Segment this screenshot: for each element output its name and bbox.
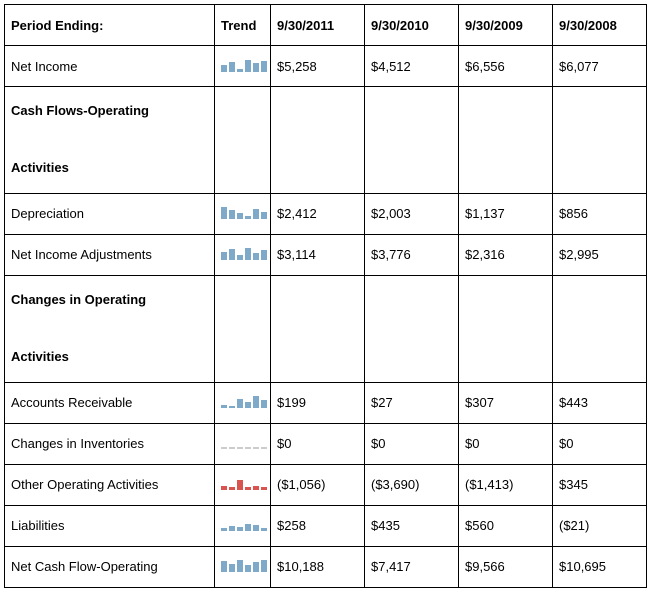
trend-cell <box>215 505 271 546</box>
row-label: Depreciation <box>5 193 215 234</box>
value-cell: ($1,413) <box>459 464 553 505</box>
value-cell: $2,995 <box>553 234 647 275</box>
value-cell: $2,316 <box>459 234 553 275</box>
sparkbars-icon <box>221 58 267 72</box>
value-cell: $10,188 <box>271 546 365 587</box>
value-cell: $7,417 <box>365 546 459 587</box>
empty-cell <box>271 87 365 194</box>
value-cell: $6,556 <box>459 46 553 87</box>
row-label: Changes in Inventories <box>5 423 215 464</box>
empty-cell <box>365 275 459 382</box>
sparkbars-icon <box>221 435 267 449</box>
sparkbars-icon <box>221 394 267 408</box>
value-cell: $856 <box>553 193 647 234</box>
trend-cell <box>215 382 271 423</box>
empty-cell <box>553 275 647 382</box>
section-row: Cash Flows-OperatingActivities <box>5 87 647 194</box>
sparkbars-icon <box>221 558 267 572</box>
empty-cell <box>459 87 553 194</box>
empty-cell <box>365 87 459 194</box>
empty-cell <box>271 275 365 382</box>
table-row: Changes in Inventories$0$0$0$0 <box>5 423 647 464</box>
value-cell: $2,412 <box>271 193 365 234</box>
value-cell: $435 <box>365 505 459 546</box>
sparkbars-icon <box>221 246 267 260</box>
value-cell: ($3,690) <box>365 464 459 505</box>
trend-cell <box>215 464 271 505</box>
section-label: Changes in OperatingActivities <box>5 275 215 382</box>
value-cell: $1,137 <box>459 193 553 234</box>
value-cell: $3,114 <box>271 234 365 275</box>
table-row: Other Operating Activities ($1,056)($3,69… <box>5 464 647 505</box>
value-cell: $6,077 <box>553 46 647 87</box>
value-cell: ($1,056) <box>271 464 365 505</box>
table-row: Net Income Adjustments $3,114$3,776$2,316… <box>5 234 647 275</box>
value-cell: $0 <box>553 423 647 464</box>
header-col-2: 9/30/2009 <box>459 5 553 46</box>
table-row: Liabilities $258$435$560($21) <box>5 505 647 546</box>
value-cell: $4,512 <box>365 46 459 87</box>
value-cell: $3,776 <box>365 234 459 275</box>
section-label: Cash Flows-OperatingActivities <box>5 87 215 194</box>
trend-cell <box>215 423 271 464</box>
value-cell: $258 <box>271 505 365 546</box>
financial-table: Period Ending: Trend 9/30/2011 9/30/2010… <box>4 4 647 588</box>
trend-cell <box>215 46 271 87</box>
header-row: Period Ending: Trend 9/30/2011 9/30/2010… <box>5 5 647 46</box>
table-row: Accounts Receivable $199$27$307$443 <box>5 382 647 423</box>
trend-cell <box>215 546 271 587</box>
sparkbars-icon <box>221 205 267 219</box>
header-col-1: 9/30/2010 <box>365 5 459 46</box>
header-trend: Trend <box>215 5 271 46</box>
header-col-3: 9/30/2008 <box>553 5 647 46</box>
row-label: Net Income Adjustments <box>5 234 215 275</box>
empty-cell <box>553 87 647 194</box>
value-cell: $27 <box>365 382 459 423</box>
trend-cell <box>215 234 271 275</box>
value-cell: $0 <box>365 423 459 464</box>
sparkbars-icon <box>221 476 267 490</box>
value-cell: $0 <box>459 423 553 464</box>
table-row: Depreciation $2,412$2,003$1,137$856 <box>5 193 647 234</box>
value-cell: $10,695 <box>553 546 647 587</box>
value-cell: $0 <box>271 423 365 464</box>
row-label: Liabilities <box>5 505 215 546</box>
sparkbars-icon <box>221 517 267 531</box>
row-label: Other Operating Activities <box>5 464 215 505</box>
row-label: Accounts Receivable <box>5 382 215 423</box>
value-cell: $199 <box>271 382 365 423</box>
row-label: Net Income <box>5 46 215 87</box>
value-cell: $443 <box>553 382 647 423</box>
value-cell: $345 <box>553 464 647 505</box>
table-row: Net Income $5,258$4,512$6,556$6,077 <box>5 46 647 87</box>
header-label: Period Ending: <box>5 5 215 46</box>
section-row: Changes in OperatingActivities <box>5 275 647 382</box>
empty-cell <box>215 275 271 382</box>
value-cell: $2,003 <box>365 193 459 234</box>
empty-cell <box>215 87 271 194</box>
row-label: Net Cash Flow-Operating <box>5 546 215 587</box>
value-cell: ($21) <box>553 505 647 546</box>
trend-cell <box>215 193 271 234</box>
empty-cell <box>459 275 553 382</box>
value-cell: $5,258 <box>271 46 365 87</box>
value-cell: $560 <box>459 505 553 546</box>
table-row: Net Cash Flow-Operating $10,188$7,417$9,5… <box>5 546 647 587</box>
header-col-0: 9/30/2011 <box>271 5 365 46</box>
value-cell: $9,566 <box>459 546 553 587</box>
value-cell: $307 <box>459 382 553 423</box>
